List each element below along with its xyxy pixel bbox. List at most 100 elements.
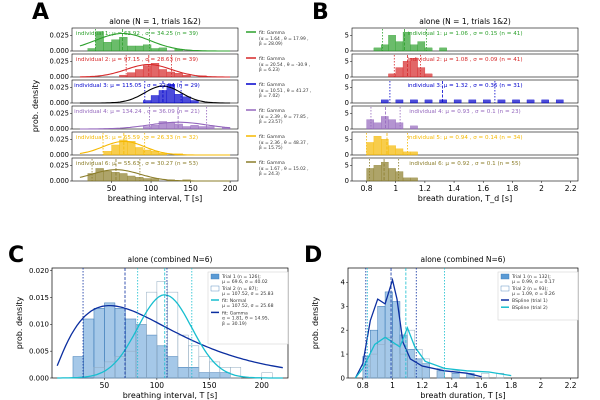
x-tick-label: 100	[144, 184, 159, 193]
x-tick-label: 1.4	[446, 381, 458, 390]
fit-label: fit: Gamma	[259, 134, 285, 140]
y-tick-label: 0	[341, 374, 345, 382]
x-tick-label: 150	[183, 184, 198, 193]
fit-params: (α = 2.39 , θ = 77.85 ,β = 23.57)	[259, 114, 309, 125]
histogram-bar	[182, 126, 191, 130]
y-tick-label: 0	[345, 177, 349, 185]
legend-label: BSpline (trial 1)	[512, 298, 548, 304]
fit-label: fit: Gamma	[259, 108, 285, 114]
histogram-bar	[373, 47, 382, 52]
histogram-bar	[366, 119, 375, 130]
histogram-bar	[395, 99, 404, 104]
panel-letter: D	[304, 243, 322, 268]
histogram-bar	[410, 177, 418, 182]
histogram-bar	[190, 100, 199, 104]
y-tick-label: 0.010	[29, 321, 49, 329]
y-tick-label: 0.025	[50, 109, 69, 117]
y-tick-label: 0.000	[50, 125, 69, 133]
fit-normal-curve	[57, 294, 283, 379]
panel-letter: C	[8, 243, 24, 268]
row-label: individual 5: μ = 0.94 , σ = 0.14 (n = 3…	[407, 135, 522, 141]
histogram-bar	[424, 99, 433, 104]
row-axes-frame	[351, 131, 579, 156]
y-tick-label: 0.000	[29, 374, 49, 382]
x-tick-label: 2.2	[565, 381, 577, 390]
histogram-bar	[135, 45, 144, 52]
chart-title: alone (N = 1, trials 1&2)	[419, 17, 511, 26]
histogram-bar	[209, 372, 221, 379]
x-tick-label: 200	[223, 184, 238, 193]
histogram-bar	[103, 170, 112, 182]
histogram-bar	[135, 147, 144, 156]
histogram-bar	[230, 367, 242, 379]
histogram-bar	[166, 83, 175, 104]
histogram-bar	[142, 178, 152, 182]
histogram-bar	[127, 175, 136, 182]
y-tick-label: 0	[345, 125, 349, 133]
row-axes-frame	[351, 53, 579, 78]
y-tick-label: 0.025	[50, 135, 69, 143]
y-tick-label: 0	[345, 99, 349, 107]
histogram-bar	[111, 172, 120, 182]
histogram-bar	[190, 125, 199, 130]
y-tick-label: 1	[341, 350, 345, 358]
histogram-bar	[402, 151, 411, 156]
histogram-bar	[177, 367, 189, 379]
panel-letter: A	[32, 0, 49, 25]
histogram-bar	[111, 144, 120, 156]
legend-label: Trial 1 (n = 132); μ = 0.99, σ = 0.17	[511, 274, 555, 285]
x-tick-label: 2	[539, 184, 544, 193]
histogram-bar	[395, 122, 404, 130]
legend-label: BSpline (trial 2)	[512, 305, 548, 311]
fit-curve	[79, 121, 231, 130]
x-axis-label: breathing interval, T [s]	[123, 391, 218, 400]
histogram-bar	[402, 61, 411, 78]
fit-params: (α = 10.51 , θ = 41.27 ,β = 7.02)	[259, 88, 311, 99]
y-axis-label: prob. density	[31, 79, 40, 132]
fit-curve	[79, 85, 231, 104]
histogram-bar	[166, 71, 175, 78]
x-tick-label: 1.8	[505, 381, 517, 390]
histogram-bar	[142, 44, 152, 52]
panel-letter: B	[312, 0, 329, 25]
x-tick-label: 1	[390, 381, 395, 390]
y-tick-label: 0.015	[29, 294, 49, 302]
x-tick-label: 1.6	[476, 381, 488, 390]
fit-params: (α = 1.64 , θ = 17.99 ,β = 28.09)	[259, 36, 309, 47]
fit-curve	[79, 32, 231, 52]
fit-label: fit: Gamma	[259, 160, 285, 166]
histogram-bar	[95, 168, 104, 182]
row-label: individual 2: μ = 97.15 , σ = 28.63 (n =…	[76, 57, 198, 63]
y-tick-label: 0	[345, 73, 349, 81]
fit-params: (α = 2.36 , θ = 48.37 ,β = 15.75)	[259, 140, 309, 151]
histogram-bar	[114, 307, 126, 379]
legend-swatch	[500, 285, 510, 292]
x-tick-label: 2	[539, 381, 544, 390]
x-tick-label: 150	[202, 381, 217, 390]
x-tick-label: 1.2	[419, 184, 431, 193]
y-tick-label: 0.020	[29, 267, 49, 275]
row-axes-frame	[351, 79, 579, 104]
y-tick-label: 4	[341, 279, 346, 287]
chart-title: alone (combined N=6)	[128, 255, 213, 264]
chart-title: alone (combined N=6)	[421, 255, 506, 264]
bspline-trial2-curve	[354, 326, 512, 379]
histogram-bar	[395, 148, 404, 156]
x-tick-label: 100	[150, 381, 165, 390]
histogram-bar	[451, 372, 460, 379]
row-label: individual 1: μ = 1.06 , σ = 0.15 (n = 4…	[407, 31, 522, 37]
histogram-bar	[206, 126, 215, 130]
y-tick-label: 5	[345, 109, 349, 117]
histogram-bar	[174, 94, 183, 104]
histogram-bar	[453, 99, 462, 104]
y-tick-label: 5	[345, 31, 349, 39]
histogram-bar	[135, 69, 144, 78]
histogram-bar	[125, 318, 137, 379]
row-label: individual 1: μ = 63.92 , σ = 34.25 (n =…	[76, 31, 198, 37]
legend-label: fit: Normal μ = 107.52, σ = 25.68	[222, 298, 274, 309]
histogram-bar	[402, 177, 411, 182]
legend-box	[497, 271, 579, 321]
histogram-bar	[541, 99, 549, 104]
legend-swatch	[210, 273, 220, 280]
